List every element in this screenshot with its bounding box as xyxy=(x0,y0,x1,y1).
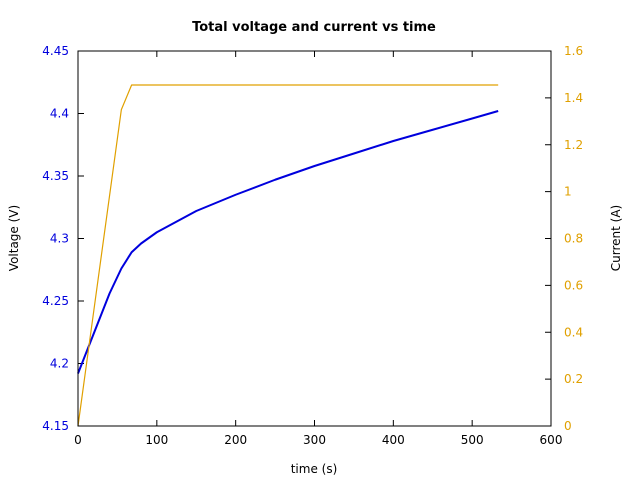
right-tick-label: 0.2 xyxy=(564,372,583,386)
x-axis-ticks: 0 100 200 300 400 500 600 xyxy=(74,51,562,447)
left-tick-label: 4.25 xyxy=(42,294,69,308)
right-axis-label: Current (A) xyxy=(609,205,623,271)
right-tick-label: 1.6 xyxy=(564,44,583,58)
right-tick-label: 0.8 xyxy=(564,232,583,246)
left-tick-label: 4.15 xyxy=(42,419,69,433)
right-tick-label: 0 xyxy=(564,419,572,433)
right-tick-label: 1 xyxy=(564,185,572,199)
plot-series xyxy=(77,84,499,427)
left-axis-label: Voltage (V) xyxy=(7,205,21,271)
left-tick-label: 4.4 xyxy=(50,107,69,121)
right-tick-label: 1.4 xyxy=(564,91,583,105)
x-tick-label: 600 xyxy=(540,433,563,447)
left-tick-label: 4.3 xyxy=(50,232,69,246)
right-axis-ticks: 0 0.2 0.4 0.6 0.8 1 1.2 1.4 1.6 xyxy=(545,44,583,433)
x-tick-label: 200 xyxy=(224,433,247,447)
x-tick-label: 0 xyxy=(74,433,82,447)
right-tick-label: 0.4 xyxy=(564,325,583,339)
x-tick-label: 300 xyxy=(303,433,326,447)
chart-title: Total voltage and current vs time xyxy=(192,20,436,35)
current-line xyxy=(77,84,499,427)
x-tick-label: 500 xyxy=(461,433,484,447)
x-tick-label: 400 xyxy=(382,433,405,447)
plot-frame xyxy=(77,50,552,427)
left-tick-label: 4.45 xyxy=(42,44,69,58)
left-tick-label: 4.35 xyxy=(42,169,69,183)
right-tick-label: 1.2 xyxy=(564,138,583,152)
left-tick-label: 4.2 xyxy=(50,357,69,371)
left-axis-ticks: 4.15 4.2 4.25 4.3 4.35 4.4 4.45 xyxy=(42,44,84,433)
right-tick-label: 0.6 xyxy=(564,278,583,292)
voltage-line xyxy=(77,110,499,374)
x-axis-label: time (s) xyxy=(291,462,338,476)
x-tick-label: 100 xyxy=(145,433,168,447)
